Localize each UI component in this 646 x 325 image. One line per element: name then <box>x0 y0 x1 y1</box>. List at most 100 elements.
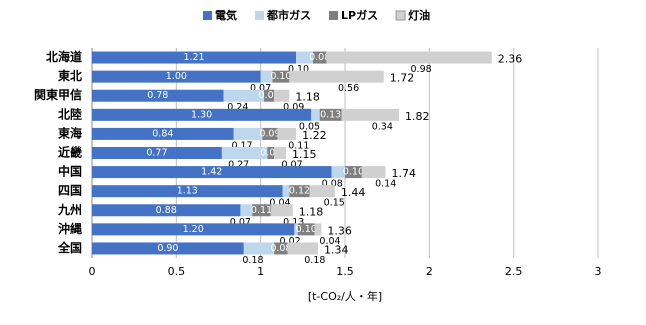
legend-label: 都市ガス <box>266 8 311 22</box>
value-label: 1.42 <box>201 167 222 178</box>
bar-segment <box>282 185 290 198</box>
bar-segment <box>319 108 342 121</box>
bar-segment <box>314 223 322 236</box>
bar-segment <box>92 108 312 121</box>
value-label: 0.04 <box>269 198 290 209</box>
legend-label: 灯油 <box>408 8 430 22</box>
bar-segment <box>289 185 310 198</box>
legend-swatch <box>395 10 406 21</box>
y-tick-label: 東北 <box>58 68 82 83</box>
bar-segment <box>309 185 335 198</box>
value-label: 0.07 <box>230 217 251 228</box>
value-label: 0.04 <box>260 148 281 159</box>
bar-segment <box>92 127 234 140</box>
bar-segment <box>92 51 297 64</box>
bar-segment <box>92 70 261 83</box>
value-label: 0.24 <box>227 102 248 113</box>
y-tick-label: 近畿 <box>58 145 82 160</box>
bar-segment <box>272 70 290 83</box>
total-label: 1.15 <box>292 148 317 161</box>
value-label: 0.07 <box>281 160 302 171</box>
x-axis-label: [t-CO₂/人・年] <box>308 289 382 303</box>
y-tick-label: 九州 <box>57 202 82 217</box>
x-tick-label: 0.5 <box>168 265 186 278</box>
value-label: 0.08 <box>309 52 330 63</box>
bar-segment <box>92 223 295 236</box>
bar-segment <box>92 242 244 255</box>
value-label: 0.08 <box>270 243 291 254</box>
x-tick-label: 0 <box>89 265 96 278</box>
value-label: 0.18 <box>304 255 325 266</box>
legend-label: LPガス <box>341 8 378 22</box>
y-tick-label: 全国 <box>57 240 82 255</box>
y-tick-label: 四国 <box>58 184 82 198</box>
total-label: 1.72 <box>390 72 415 85</box>
y-tick-label: 北陸 <box>58 106 82 121</box>
bar-segment <box>312 51 327 64</box>
bar-segment <box>92 185 283 198</box>
x-tick-label: 1 <box>257 265 264 278</box>
bar-segment <box>274 242 288 255</box>
total-label: 1.18 <box>299 205 324 218</box>
bar-segment <box>92 89 224 102</box>
value-label: 1.30 <box>191 109 212 120</box>
bar-segment <box>297 223 315 236</box>
value-label: 0.09 <box>283 102 304 113</box>
bar-segment <box>341 108 399 121</box>
value-label: 0.11 <box>288 140 309 151</box>
total-label: 1.74 <box>391 167 416 180</box>
bar-segment <box>262 127 278 140</box>
y-tick-label: 北海道 <box>46 49 82 64</box>
total-label: 1.44 <box>341 186 366 199</box>
y-tick-label: 関東甲信 <box>34 87 82 102</box>
y-tick-label: 中国 <box>58 164 82 179</box>
value-label: 0.11 <box>251 205 272 216</box>
bar-segment <box>311 108 320 121</box>
value-label: 0.56 <box>338 83 359 94</box>
legend-swatch <box>255 11 264 20</box>
value-label: 0.05 <box>299 121 320 132</box>
bar-segment <box>240 204 253 217</box>
value-label: 0.10 <box>270 71 291 82</box>
x-tick-label: 3 <box>595 265 602 278</box>
value-label: 0.10 <box>296 224 317 235</box>
bar-segment <box>252 204 271 217</box>
bar-segment <box>92 204 241 217</box>
value-label: 0.17 <box>231 140 252 151</box>
total-label: 1.36 <box>327 224 352 237</box>
bar-segment <box>326 51 492 64</box>
value-label: 0.15 <box>324 198 345 209</box>
bar-segment <box>92 147 222 159</box>
value-label: 0.08 <box>322 179 343 190</box>
value-label: 0.88 <box>156 205 177 216</box>
bar-segment <box>287 242 319 255</box>
total-label: 2.36 <box>498 53 523 66</box>
y-tick-label: 沖縄 <box>58 221 82 236</box>
bar-segment <box>223 89 265 102</box>
value-label: 0.13 <box>320 109 341 120</box>
bar-segment <box>294 223 298 236</box>
value-label: 0.12 <box>289 186 310 197</box>
total-label: 1.18 <box>295 91 320 104</box>
total-label: 1.82 <box>405 110 430 123</box>
bar-segment <box>267 147 275 159</box>
x-tick-label: 2.5 <box>505 265 523 278</box>
legend-swatch <box>203 11 212 20</box>
bar-segment <box>345 166 362 179</box>
value-label: 1.00 <box>166 71 187 82</box>
value-label: 0.04 <box>319 236 340 247</box>
bar-segment <box>277 127 297 140</box>
value-label: 1.13 <box>177 186 198 197</box>
value-label: 0.27 <box>228 160 249 171</box>
value-label: 0.90 <box>157 243 178 254</box>
bar-segment <box>221 147 268 159</box>
bar-segment <box>243 242 275 255</box>
total-label: 1.34 <box>324 243 349 256</box>
bar-segment <box>260 70 273 83</box>
value-label: 1.20 <box>183 224 204 235</box>
x-tick-label: 1.5 <box>336 265 354 278</box>
value-label: 0.84 <box>152 128 173 139</box>
value-label: 0.10 <box>343 167 364 178</box>
legend-swatch <box>329 11 338 20</box>
